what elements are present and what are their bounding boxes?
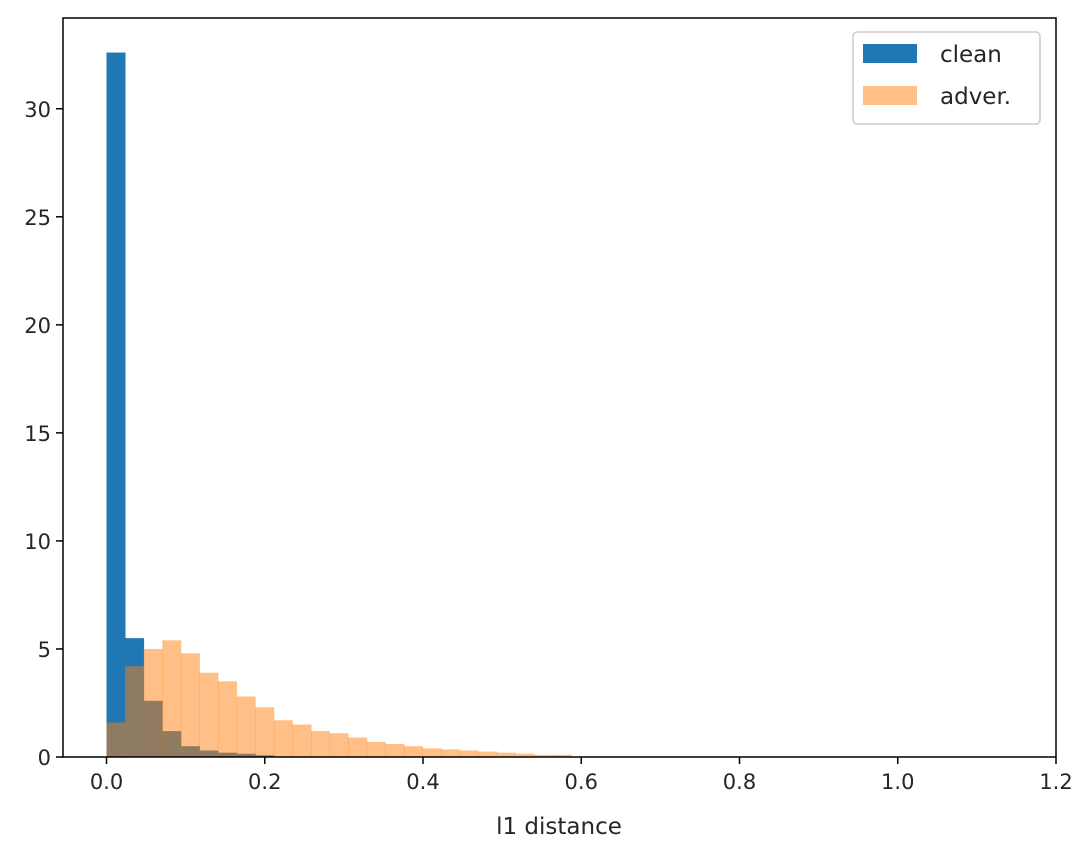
bar-adver-0 xyxy=(106,722,126,757)
x-tick-label: 0.6 xyxy=(565,770,598,794)
bar-adver-13 xyxy=(348,737,368,757)
bar-clean-0 xyxy=(106,52,126,757)
x-tick-label: 0.2 xyxy=(248,770,281,794)
y-tick-label: 25 xyxy=(24,206,51,230)
bar-adver-7 xyxy=(236,696,256,757)
legend-label-adver: adver. xyxy=(940,84,1011,110)
series-adver-bars xyxy=(106,640,572,757)
bar-adver-1 xyxy=(125,666,145,757)
bar-adver-9 xyxy=(273,720,293,757)
bar-adver-21 xyxy=(496,752,516,757)
bar-adver-12 xyxy=(329,733,349,757)
bar-adver-16 xyxy=(404,746,424,757)
bar-adver-5 xyxy=(199,672,219,757)
bar-adver-3 xyxy=(162,640,182,757)
bar-adver-6 xyxy=(218,681,238,757)
legend-swatch-adver xyxy=(863,86,917,105)
bar-adver-19 xyxy=(459,750,479,757)
x-tick-label: 1.2 xyxy=(1039,770,1072,794)
y-tick-label: 10 xyxy=(24,530,51,554)
x-axis-label: l1 distance xyxy=(496,814,622,840)
bar-adver-4 xyxy=(180,653,200,757)
y-tick-label: 30 xyxy=(24,98,51,122)
bar-adver-11 xyxy=(311,731,331,757)
bar-adver-24 xyxy=(552,754,572,757)
bar-adver-15 xyxy=(385,744,405,757)
x-tick-label: 0.8 xyxy=(723,770,756,794)
y-axis: 0 5 10 15 20 25 30 xyxy=(24,98,63,770)
x-tick-label: 0.4 xyxy=(406,770,439,794)
y-tick-label: 15 xyxy=(24,422,51,446)
bar-adver-2 xyxy=(143,648,163,757)
bar-adver-14 xyxy=(366,741,386,757)
bar-adver-17 xyxy=(422,748,442,757)
plot-background xyxy=(63,18,1056,757)
plot-frame xyxy=(62,17,1057,758)
legend-label-clean: clean xyxy=(940,42,1002,68)
legend-swatch-clean xyxy=(863,44,917,63)
bar-adver-23 xyxy=(534,754,554,757)
y-tick-label: 0 xyxy=(38,746,51,770)
y-tick-label: 5 xyxy=(38,638,51,662)
bar-adver-10 xyxy=(292,724,312,757)
legend: clean adver. xyxy=(852,31,1041,125)
x-axis: 0.0 0.2 0.4 0.6 0.8 1.0 1.2 xyxy=(90,757,1073,794)
bar-adver-8 xyxy=(255,707,275,757)
bar-adver-18 xyxy=(441,749,461,757)
bar-adver-20 xyxy=(478,751,498,757)
y-tick-label: 20 xyxy=(24,314,51,338)
x-tick-label: 1.0 xyxy=(881,770,914,794)
x-tick-label: 0.0 xyxy=(90,770,123,794)
bar-adver-22 xyxy=(515,753,535,757)
